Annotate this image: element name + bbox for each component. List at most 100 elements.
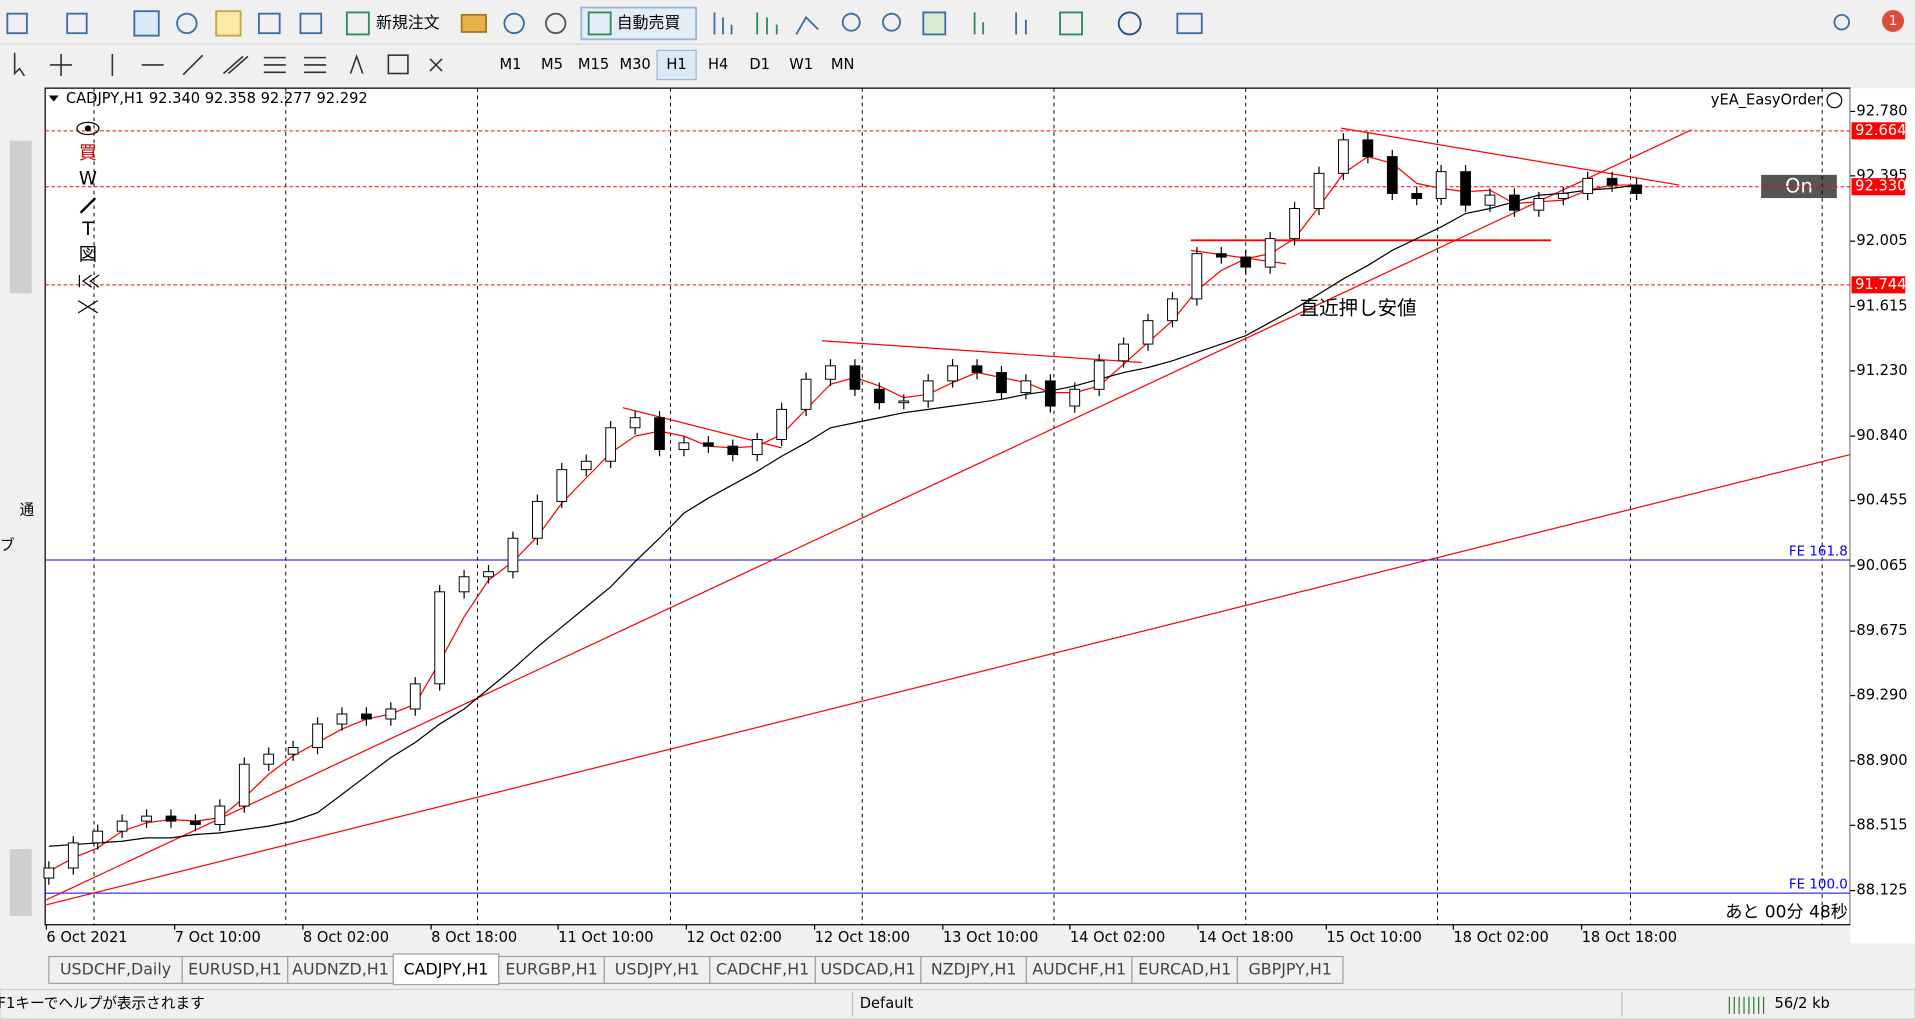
- icon[interactable]: [882, 12, 902, 32]
- icon[interactable]: [176, 12, 198, 35]
- candle-body: [1631, 184, 1642, 194]
- tool[interactable]: 買: [79, 143, 97, 164]
- candle-body: [727, 445, 739, 456]
- tab-label[interactable]: AUDCHF,H1: [1032, 959, 1126, 978]
- icon[interactable]: [349, 54, 364, 74]
- scissors-icon[interactable]: [77, 300, 99, 314]
- icon[interactable]: [503, 12, 525, 35]
- notification-badge[interactable]: [1882, 9, 1905, 32]
- candle-body: [116, 820, 128, 832]
- icon[interactable]: [795, 15, 819, 35]
- tab-label[interactable]: EURGBP,H1: [505, 959, 597, 978]
- candle-body: [434, 591, 446, 685]
- rewind-icon[interactable]: [78, 274, 100, 288]
- icon[interactable]: [545, 12, 567, 35]
- icon[interactable]: [66, 12, 88, 35]
- timeframe[interactable]: H4: [708, 56, 728, 73]
- icon[interactable]: [460, 13, 487, 33]
- tab-label[interactable]: NZDJPY,H1: [931, 959, 1017, 978]
- tab[interactable]: [1236, 955, 1344, 984]
- tool[interactable]: T: [81, 219, 94, 240]
- icon[interactable]: [345, 11, 370, 36]
- icon[interactable]: [756, 12, 778, 35]
- tab-label[interactable]: USDJPY,H1: [615, 959, 700, 978]
- y-tick-label: 90.840: [1856, 427, 1907, 444]
- candle-body: [922, 380, 934, 402]
- tab-label[interactable]: USDCAD,H1: [821, 959, 916, 978]
- on-button[interactable]: On: [1785, 175, 1813, 198]
- x-tick-label: 14 Oct 18:00: [1198, 929, 1293, 946]
- icon[interactable]: [1015, 12, 1027, 35]
- icon[interactable]: [222, 55, 249, 75]
- icon[interactable]: [182, 54, 204, 76]
- tab-label[interactable]: CADCHF,H1: [716, 959, 809, 978]
- tab[interactable]: [1025, 955, 1133, 984]
- icon[interactable]: [299, 12, 323, 35]
- tab-label[interactable]: CADJPY,H1: [404, 959, 489, 978]
- candle-body: [702, 442, 714, 447]
- timeframe[interactable]: M30: [619, 56, 650, 73]
- scrollbar-thumb[interactable]: [9, 849, 32, 917]
- panel-tab[interactable]: ブ: [0, 536, 15, 554]
- header-arrow: [48, 95, 59, 102]
- tab[interactable]: [287, 955, 394, 984]
- icon[interactable]: [429, 58, 443, 72]
- icon[interactable]: [133, 10, 160, 37]
- tab[interactable]: [181, 955, 289, 984]
- timeframe[interactable]: D1: [749, 56, 770, 73]
- timeframe[interactable]: M1: [500, 56, 522, 73]
- x-tick-label: 18 Oct 18:00: [1582, 929, 1677, 946]
- panel-tab[interactable]: 通: [20, 502, 35, 519]
- countdown: あと 00分 48秒: [1725, 903, 1848, 923]
- y-tick-label: 90.455: [1856, 492, 1907, 509]
- icon[interactable]: [257, 12, 281, 35]
- plot: 92.78092.39592.00591.61591.23090.84090.4…: [43, 88, 1908, 946]
- tool[interactable]: 図: [79, 244, 97, 265]
- icon[interactable]: [215, 10, 242, 37]
- icon[interactable]: [841, 12, 861, 32]
- tab-label[interactable]: EURCAD,H1: [1138, 959, 1231, 978]
- search[interactable]: [1833, 13, 1850, 31]
- icon[interactable]: [13, 52, 26, 77]
- icon[interactable]: [6, 12, 28, 35]
- icon[interactable]: [587, 11, 612, 36]
- y-tick-label: 91.615: [1856, 297, 1907, 314]
- icon[interactable]: [1176, 12, 1203, 35]
- scrollbar-thumb[interactable]: [9, 140, 32, 294]
- new-order[interactable]: 新規注文: [376, 13, 440, 32]
- tab[interactable]: [498, 955, 605, 984]
- icon[interactable]: [50, 53, 73, 76]
- y-tick-label: 91.230: [1856, 362, 1907, 379]
- icon[interactable]: [1117, 11, 1142, 36]
- icon[interactable]: [973, 12, 985, 35]
- traffic-icon: [1728, 996, 1765, 1014]
- timeframe[interactable]: W1: [789, 56, 813, 73]
- candle-body: [1313, 172, 1325, 209]
- tab-label[interactable]: USDCHF,Daily: [60, 959, 171, 978]
- tab-active[interactable]: [392, 953, 500, 986]
- timeframe[interactable]: M5: [541, 56, 563, 73]
- icon[interactable]: [387, 54, 409, 75]
- y-tick-label: 88.515: [1856, 816, 1907, 833]
- tab[interactable]: [814, 955, 922, 984]
- icon[interactable]: [263, 56, 286, 74]
- tab-label[interactable]: EURUSD,H1: [188, 959, 282, 978]
- icon[interactable]: [922, 11, 947, 36]
- x-tick-label: 8 Oct 02:00: [303, 929, 389, 946]
- timeframe[interactable]: MN: [831, 56, 855, 73]
- timeframe[interactable]: H1: [666, 56, 686, 73]
- eye-icon[interactable]: [76, 121, 100, 136]
- auto-trade[interactable]: 自動売買: [617, 13, 681, 32]
- icon[interactable]: [304, 56, 327, 74]
- tool[interactable]: W: [79, 169, 97, 190]
- tab-label[interactable]: AUDNZD,H1: [292, 959, 389, 978]
- tab[interactable]: [603, 955, 711, 984]
- timeframe[interactable]: M15: [578, 56, 609, 73]
- candle-body: [776, 408, 788, 440]
- tab-label[interactable]: GBPJPY,H1: [1248, 959, 1331, 978]
- icon[interactable]: [1059, 11, 1083, 36]
- candle-body: [458, 576, 470, 593]
- icon[interactable]: [713, 12, 733, 35]
- toolbar-bg: [0, 0, 1915, 86]
- pencil-icon[interactable]: [79, 197, 97, 214]
